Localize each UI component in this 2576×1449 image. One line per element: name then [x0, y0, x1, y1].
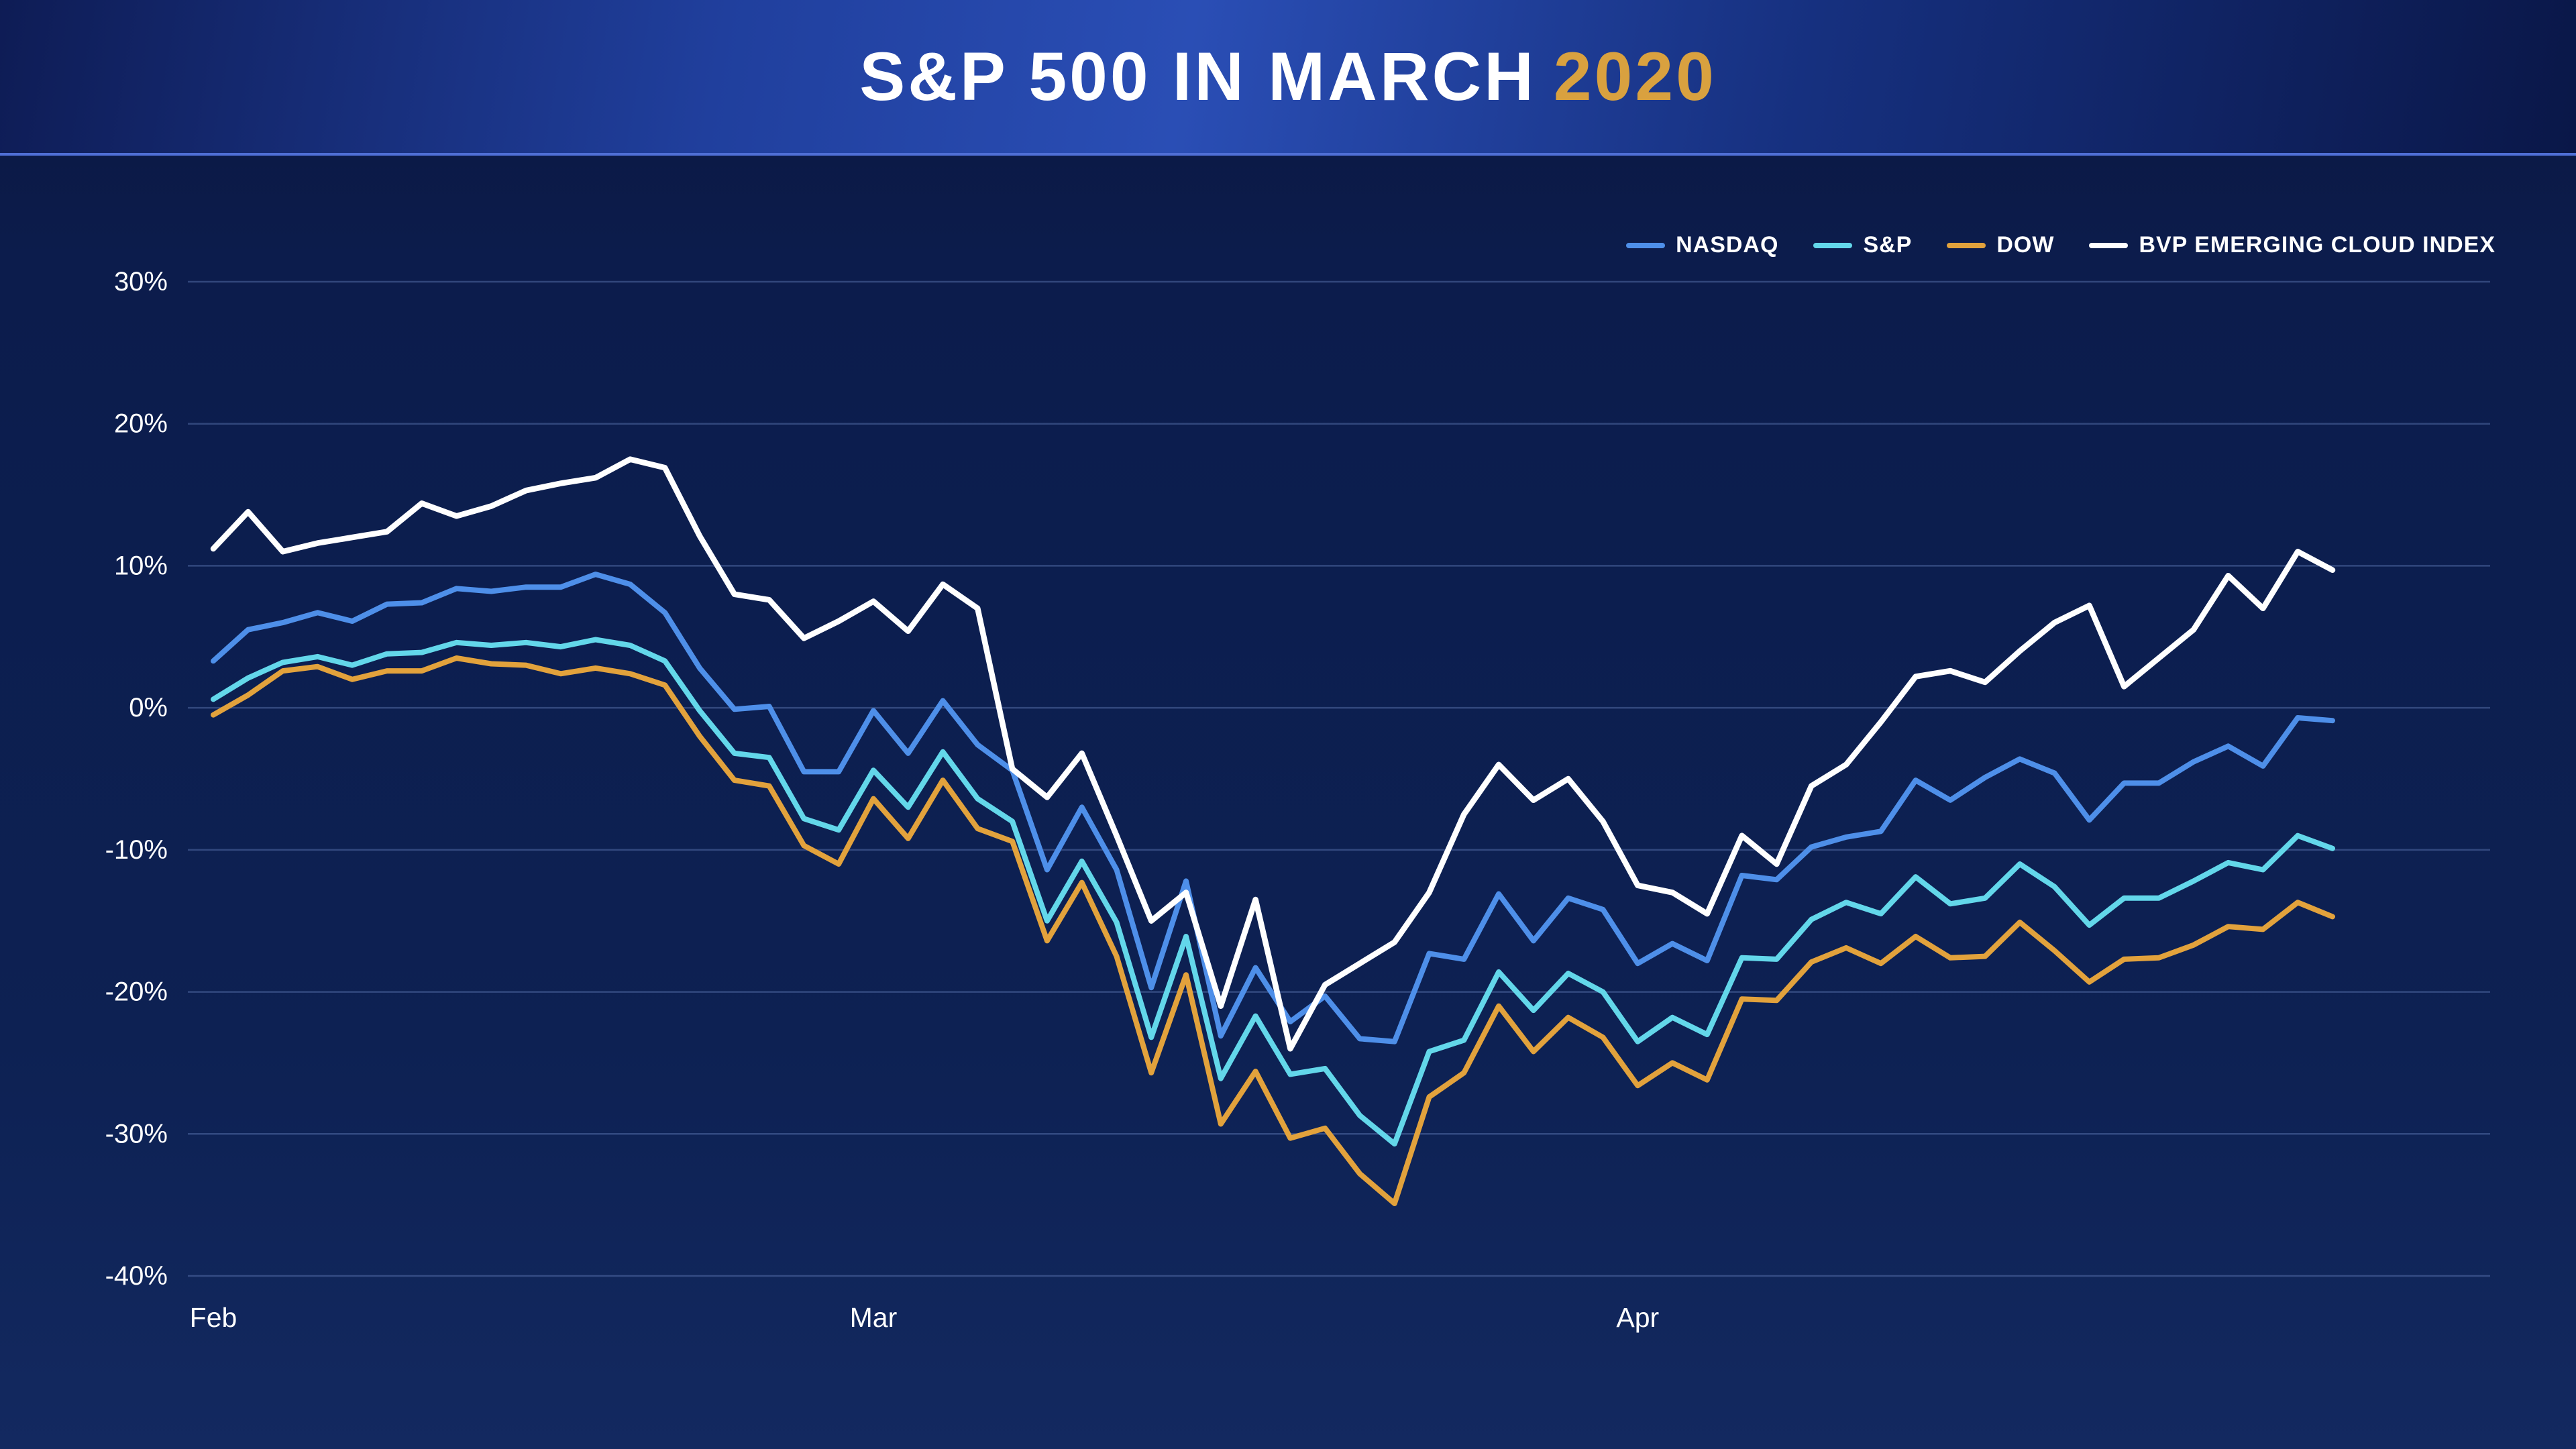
series-line-s-p — [211, 637, 2335, 1147]
legend-swatch-icon — [2089, 242, 2129, 248]
legend-swatch-icon — [1626, 242, 1666, 248]
y-axis-tick-label: -30% — [105, 1119, 168, 1148]
page-title: S&P 500 IN MARCH 2020 — [859, 38, 1717, 116]
page-title-year: 2020 — [1553, 38, 1717, 115]
legend-label: BVP EMERGING CLOUD INDEX — [2139, 232, 2496, 258]
y-axis-tick-label: 20% — [114, 409, 168, 439]
y-axis-tick-label: 0% — [129, 693, 168, 722]
y-axis-tick-label: -40% — [105, 1261, 168, 1291]
legend-item-s-p: S&P — [1813, 232, 1912, 258]
series-line-dow — [211, 655, 2335, 1206]
series-line-bvp-emerging-cloud-index — [210, 456, 2336, 1052]
x-axis-tick-label: Apr — [1616, 1302, 1659, 1333]
x-axis-tick-label: Feb — [190, 1302, 237, 1333]
legend-label: DOW — [1996, 232, 2055, 258]
legend-swatch-icon — [1813, 242, 1853, 248]
y-axis-tick-label: 10% — [114, 551, 168, 580]
legend-label: NASDAQ — [1676, 232, 1779, 258]
legend-item-bvp-emerging-cloud-index: BVP EMERGING CLOUD INDEX — [2089, 232, 2496, 258]
legend-swatch-icon — [1947, 242, 1986, 248]
legend-label: S&P — [1863, 232, 1913, 258]
y-axis-tick-label: -10% — [105, 835, 168, 865]
x-axis-tick-label: Mar — [850, 1302, 898, 1333]
page-title-main: S&P 500 IN MARCH — [859, 38, 1536, 115]
legend-item-dow: DOW — [1947, 232, 2054, 258]
y-axis-tick-label: 30% — [114, 267, 168, 297]
legend-item-nasdaq: NASDAQ — [1626, 232, 1778, 258]
legend: NASDAQ S&P DOW BVP EMERGING CLOUD INDEX — [1626, 232, 2496, 258]
series-line-nasdaq — [211, 572, 2335, 1044]
header-banner: S&P 500 IN MARCH 2020 — [0, 0, 2576, 156]
y-axis-tick-label: -20% — [105, 977, 168, 1007]
